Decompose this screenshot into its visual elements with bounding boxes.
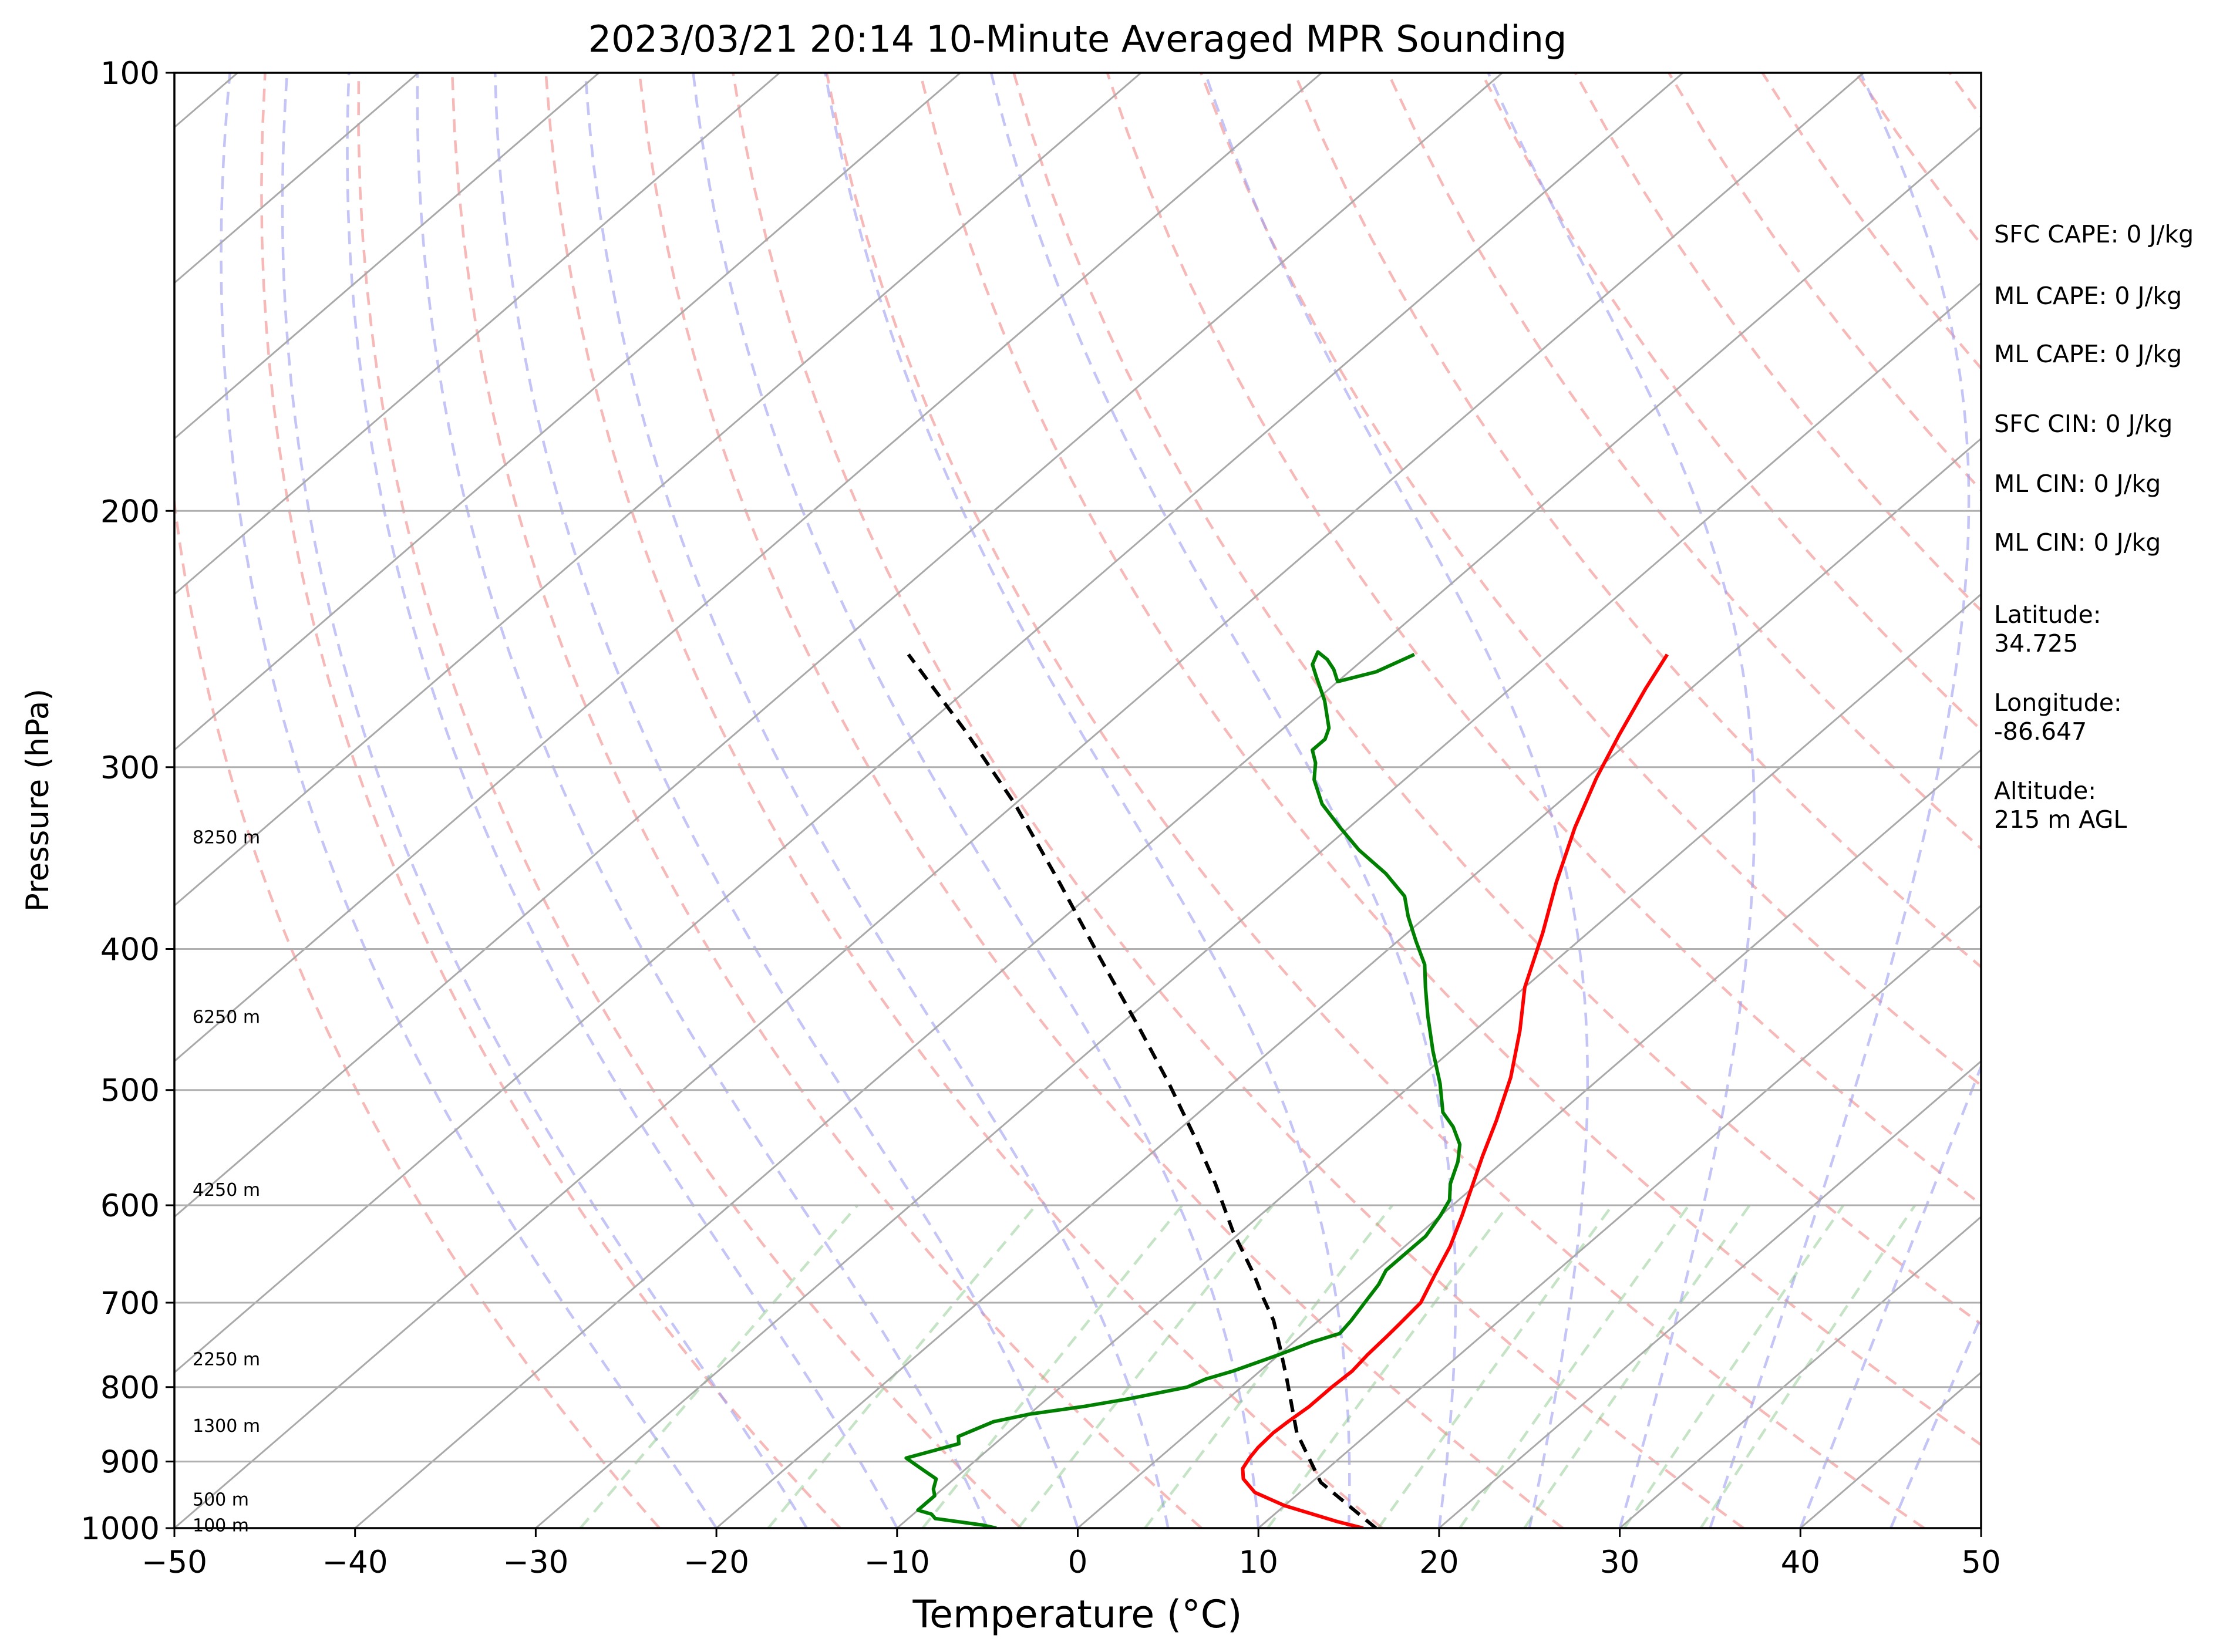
dry-adiabat: [359, 73, 1021, 1528]
latitude-label: Latitude:: [1994, 601, 2101, 629]
dry-adiabat: [452, 73, 1201, 1528]
y-tick-label: 700: [100, 1286, 160, 1321]
mixing-ratio-line: [768, 1205, 1036, 1528]
isotherm: [0, 73, 1322, 1528]
mixing-ratio-line: [580, 1205, 857, 1528]
x-tick-label: 40: [1781, 1545, 1820, 1580]
dry-adiabat: [161, 73, 659, 1528]
y-tick-label: 200: [100, 494, 160, 530]
height-labels: 100 m 500 m 1300 m 2250 m 4250 m 6250 m 8250 m: [193, 828, 260, 1536]
y-tick-label: 800: [100, 1370, 160, 1406]
x-tick-label: 50: [1961, 1545, 2000, 1580]
mixing-ratio-line: [1018, 1205, 1272, 1528]
dry-adiabat: [546, 73, 1382, 1528]
temperature-line: [1242, 655, 1667, 1528]
plot-area: [0, 73, 2223, 1528]
mixing-ratio-line: [1624, 1205, 1843, 1528]
x-tick-label: −30: [503, 1545, 568, 1580]
y-tick-label: 100: [100, 56, 160, 92]
x-tick-label: −40: [322, 1545, 388, 1580]
x-tick-label: 10: [1238, 1545, 1278, 1580]
y-axis-label: Pressure (hPa): [20, 689, 56, 912]
isotherm: [535, 73, 2223, 1528]
height-label: 100 m: [193, 1516, 249, 1536]
height-label: 8250 m: [193, 828, 260, 848]
longitude-label: Longitude:: [1994, 689, 2122, 717]
x-tick-label: −10: [864, 1545, 930, 1580]
isotherm: [174, 73, 1864, 1528]
height-label: 500 m: [193, 1489, 249, 1510]
ml-cape-text-2: ML CAPE: 0 J/kg: [1994, 340, 2182, 368]
latitude-value: 34.725: [1994, 629, 2078, 658]
dry-adiabat: [639, 73, 1563, 1528]
moist-adiabat: [282, 73, 807, 1528]
background-lines: [0, 73, 2223, 1528]
y-tick-label: 300: [100, 750, 160, 786]
isotherm: [0, 73, 599, 1528]
x-axis-label: Temperature (°C): [912, 1593, 1242, 1637]
moist-adiabat: [1205, 73, 1587, 1528]
moist-adiabat: [826, 73, 1350, 1528]
height-label: 1300 m: [193, 1416, 260, 1437]
info-panel: SFC CAPE: 0 J/kg ML CAPE: 0 J/kg ML CAPE…: [1994, 220, 2194, 834]
axis-ticks: −50 −40 −30 −20 −10 0 10 20 30 40 50 100 200 300 400 50…: [80, 56, 2001, 1580]
moist-adiabat: [495, 73, 1077, 1528]
ml-cin-text-2: ML CIN: 0 J/kg: [1994, 528, 2161, 557]
dry-adiabat: [733, 73, 1743, 1528]
isotherm: [355, 73, 2045, 1528]
y-tick-label: 900: [100, 1445, 160, 1481]
mixing-ratio-line: [1524, 1205, 1750, 1528]
sfc-cin-text: SFC CIN: 0 J/kg: [1994, 410, 2173, 438]
moist-adiabat: [417, 73, 988, 1528]
y-tick-label: 600: [100, 1188, 160, 1224]
altitude-label: Altitude:: [1994, 777, 2096, 805]
moist-adiabat: [693, 73, 1259, 1528]
moist-adiabat: [991, 73, 1456, 1528]
y-tick-label: 400: [100, 932, 160, 968]
chart-title: 2023/03/21 20:14 10-Minute Averaged MPR …: [588, 18, 1567, 60]
altitude-value: 215 m AGL: [1994, 805, 2127, 834]
x-tick-label: 20: [1419, 1545, 1459, 1580]
x-tick-label: −20: [683, 1545, 749, 1580]
y-tick-label: 1000: [80, 1511, 160, 1547]
height-label: 2250 m: [193, 1350, 260, 1370]
x-tick-label: 30: [1600, 1545, 1639, 1580]
dry-adiabat: [261, 73, 840, 1528]
x-tick-label: −50: [142, 1545, 207, 1580]
ml-cape-text: ML CAPE: 0 J/kg: [1994, 282, 2182, 310]
longitude-value: -86.647: [1994, 717, 2087, 746]
height-label: 6250 m: [193, 1007, 260, 1027]
y-tick-label: 500: [100, 1073, 160, 1109]
isotherm: [0, 73, 1683, 1528]
x-tick-label: 0: [1068, 1545, 1088, 1580]
isotherm: [0, 73, 418, 1528]
plot-frame: [174, 73, 1981, 1528]
dry-adiabat: [827, 73, 1924, 1528]
moist-adiabat: [1710, 73, 1969, 1528]
sfc-cape-text: SFC CAPE: 0 J/kg: [1994, 220, 2194, 248]
ml-cin-text: ML CIN: 0 J/kg: [1994, 470, 2161, 498]
mixing-ratio-line: [1268, 1205, 1508, 1528]
mixing-ratio-line: [922, 1205, 1182, 1528]
height-label: 4250 m: [193, 1180, 260, 1201]
moist-adiabat: [1488, 73, 1754, 1528]
